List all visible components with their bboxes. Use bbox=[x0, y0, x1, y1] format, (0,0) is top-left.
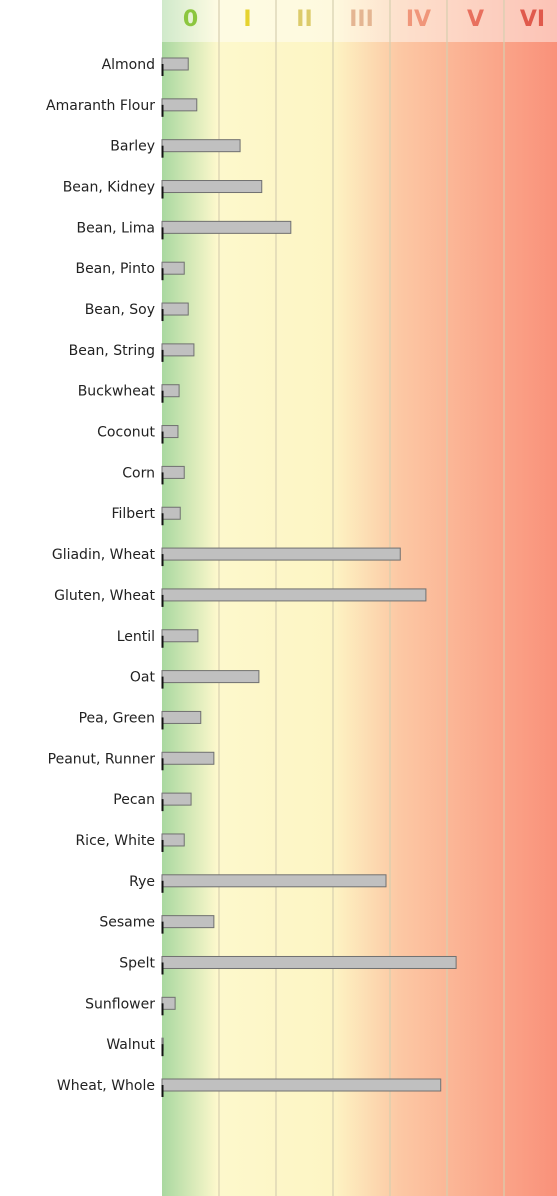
category-label: Buckwheat bbox=[78, 384, 156, 400]
category-label: Bean, Kidney bbox=[63, 180, 155, 196]
header-band bbox=[162, 0, 557, 42]
category-label: Barley bbox=[110, 139, 155, 155]
bar bbox=[161, 139, 241, 153]
x-tick-label: III bbox=[349, 7, 374, 32]
category-label: Bean, Lima bbox=[77, 220, 155, 236]
bar bbox=[161, 425, 179, 439]
bar bbox=[161, 547, 401, 561]
bar bbox=[161, 220, 292, 234]
bar bbox=[161, 996, 176, 1010]
bar bbox=[161, 751, 215, 765]
category-label: Oat bbox=[130, 670, 156, 686]
bar bbox=[161, 1078, 442, 1092]
x-tick-label: I bbox=[243, 7, 251, 32]
bar bbox=[161, 465, 185, 479]
x-tick-label: VI bbox=[520, 7, 545, 32]
category-label: Gluten, Wheat bbox=[54, 588, 155, 604]
category-label: Filbert bbox=[111, 506, 155, 522]
category-label: Gliadin, Wheat bbox=[52, 547, 156, 563]
category-label: Bean, Pinto bbox=[75, 261, 155, 277]
bar bbox=[161, 955, 457, 969]
category-label: Rice, White bbox=[75, 833, 155, 849]
category-label: Spelt bbox=[119, 955, 155, 971]
category-label: Sesame bbox=[99, 915, 155, 931]
category-label: Bean, Soy bbox=[85, 302, 155, 318]
bar bbox=[161, 710, 202, 724]
bar bbox=[161, 506, 181, 520]
category-label: Sunflower bbox=[85, 996, 155, 1012]
bar bbox=[161, 261, 185, 275]
bar bbox=[161, 98, 198, 112]
category-label: Lentil bbox=[117, 629, 155, 645]
bar bbox=[161, 588, 427, 602]
bar bbox=[161, 343, 195, 357]
bar bbox=[161, 915, 215, 929]
category-label: Peanut, Runner bbox=[48, 751, 156, 767]
bar bbox=[161, 180, 263, 194]
category-label: Corn bbox=[122, 465, 155, 481]
bar bbox=[161, 57, 189, 71]
bar bbox=[161, 792, 192, 806]
bar bbox=[161, 833, 185, 847]
category-label: Rye bbox=[129, 874, 155, 890]
x-tick-label: IV bbox=[406, 7, 431, 32]
category-label: Pea, Green bbox=[79, 710, 155, 726]
category-label: Pecan bbox=[113, 792, 155, 808]
x-tick-label: V bbox=[467, 7, 484, 32]
bar bbox=[161, 629, 199, 643]
category-label: Almond bbox=[102, 57, 155, 73]
category-label: Bean, String bbox=[69, 343, 155, 359]
category-label: Walnut bbox=[106, 1037, 155, 1053]
bar bbox=[161, 874, 387, 888]
x-tick-label: II bbox=[296, 7, 312, 32]
bar bbox=[161, 302, 189, 316]
category-label: Wheat, Whole bbox=[57, 1078, 155, 1094]
category-label: Amaranth Flour bbox=[46, 98, 155, 114]
category-label: Coconut bbox=[97, 425, 155, 441]
x-tick-label: 0 bbox=[183, 7, 198, 32]
bar bbox=[161, 384, 180, 398]
bar bbox=[161, 670, 260, 684]
